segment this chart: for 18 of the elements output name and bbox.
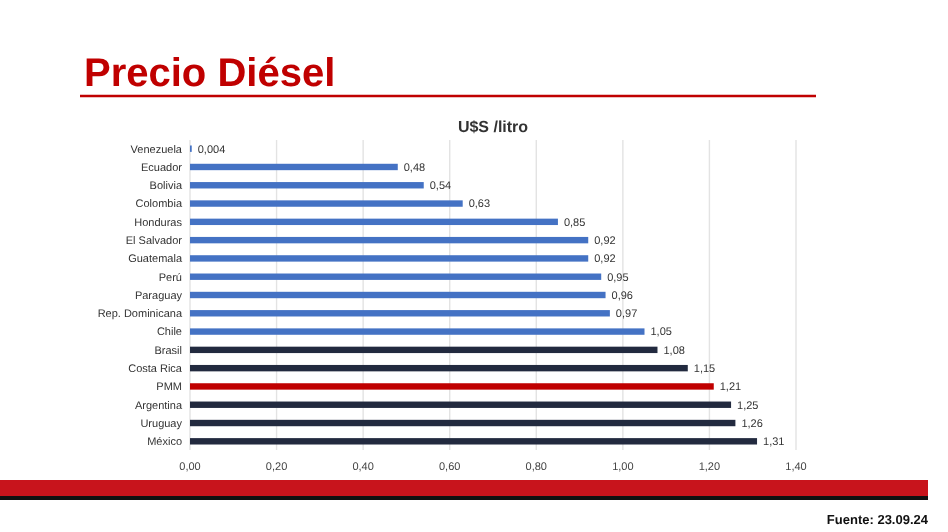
bar	[190, 310, 610, 317]
bar	[190, 200, 463, 207]
chart-title: Precio Diésel	[84, 52, 336, 96]
bar	[190, 419, 736, 427]
bar	[190, 218, 558, 226]
chart-subtitle: U$S /litro	[457, 118, 529, 136]
bar	[190, 163, 398, 171]
bar	[190, 291, 606, 299]
bar	[190, 346, 658, 354]
bar	[190, 255, 589, 262]
bar	[190, 236, 589, 244]
bar	[190, 273, 602, 280]
bar	[190, 438, 758, 445]
bar	[190, 182, 424, 189]
bar	[190, 328, 645, 335]
bar	[190, 383, 714, 390]
bar	[190, 364, 688, 372]
bar	[190, 401, 732, 408]
